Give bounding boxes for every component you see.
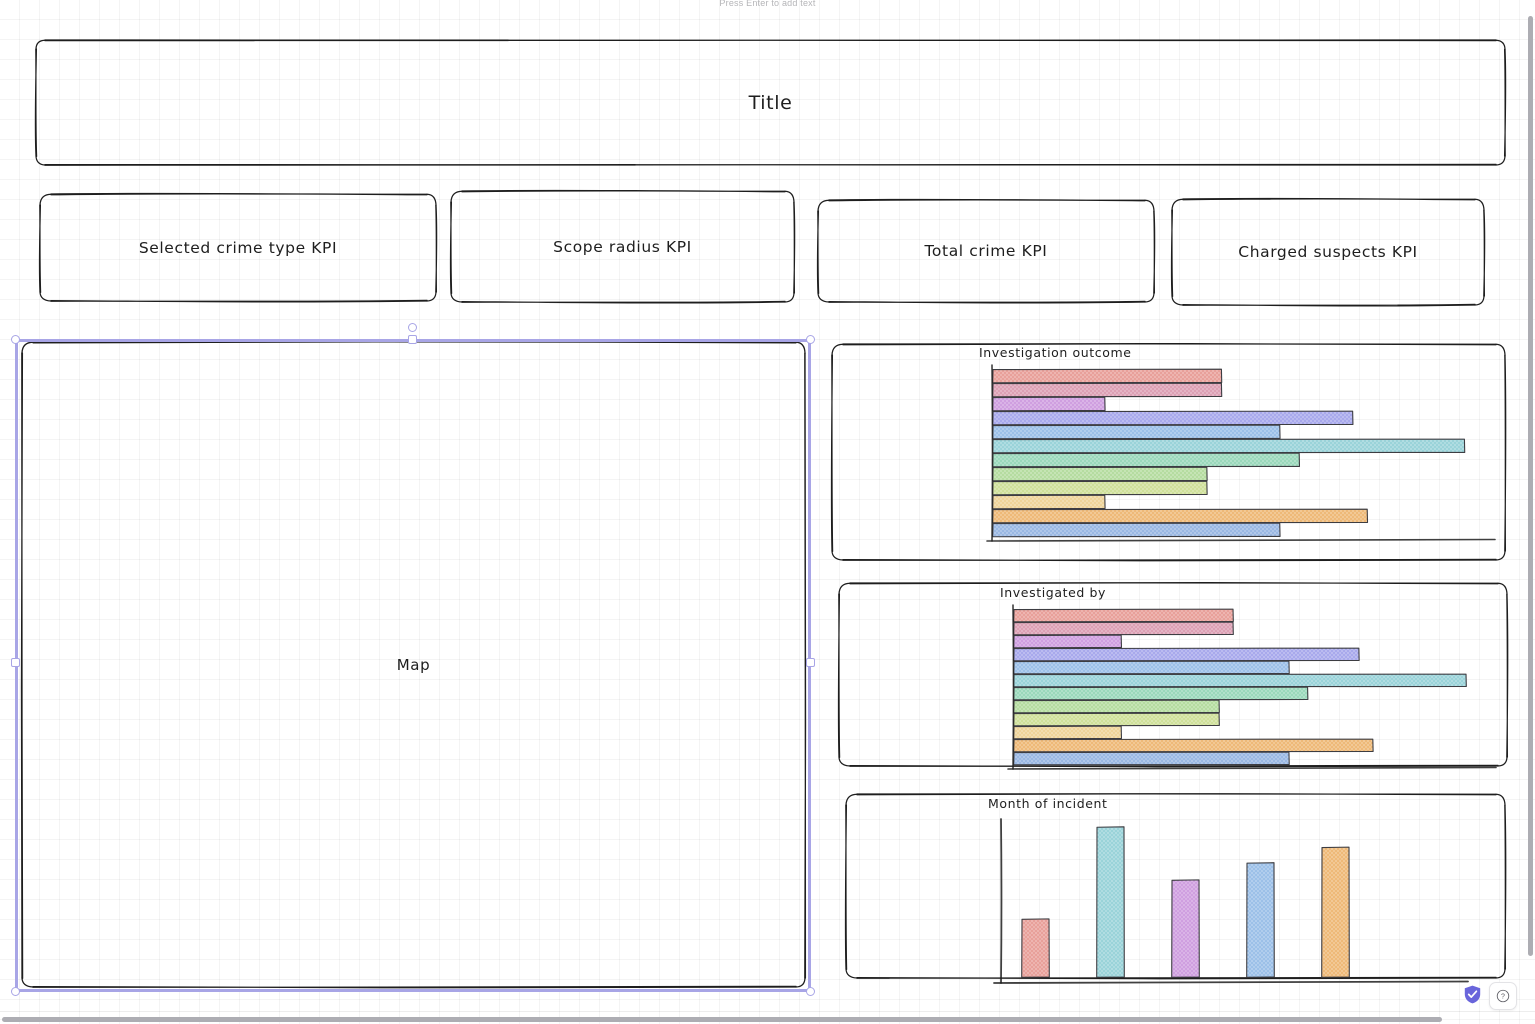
kpi-card-scope-radius[interactable]: Scope radius KPI xyxy=(448,188,797,305)
kpi-card-outline xyxy=(38,192,438,303)
chart-panel-outline xyxy=(830,342,1507,562)
title-panel[interactable]: Title xyxy=(33,37,1508,168)
chart-panel-investigation-outcome[interactable]: Investigation outcome xyxy=(829,341,1508,563)
kpi-card-outline xyxy=(449,189,796,304)
kpi-card-outline xyxy=(1170,197,1486,307)
chart-title: Investigated by xyxy=(1000,585,1107,600)
selection-edge-left xyxy=(15,339,18,992)
shield-icon-glyph xyxy=(1464,985,1481,1004)
kpi-card-total-crime[interactable]: Total crime KPI xyxy=(815,197,1157,305)
chart-panel-outline xyxy=(844,792,1507,980)
chart-panel-investigated-by[interactable]: Investigated by xyxy=(836,580,1510,770)
chart-panel-month-of-incident[interactable]: Month of incident xyxy=(843,791,1508,984)
map-panel-outline xyxy=(20,340,807,989)
investigated-by-chart[interactable] xyxy=(1000,603,1500,781)
help-circle-icon: ? xyxy=(1496,989,1510,1003)
selection-edge-right xyxy=(808,339,811,992)
chart-panel-outline xyxy=(837,581,1509,768)
vertical-scrollbar[interactable] xyxy=(1528,16,1533,956)
kpi-card-charged-suspects[interactable]: Charged suspects KPI xyxy=(1169,196,1487,308)
map-panel[interactable]: Map xyxy=(19,339,808,990)
kpi-card-selected-crime-type[interactable]: Selected crime type KPI xyxy=(37,191,439,304)
chart-title: Month of incident xyxy=(988,796,1108,811)
help-button[interactable]: ? xyxy=(1489,982,1517,1010)
bottom-divider xyxy=(0,1011,1535,1012)
add-text-hint: Press Enter to add text xyxy=(719,0,816,8)
title-panel-outline xyxy=(34,38,1507,167)
kpi-card-outline xyxy=(816,198,1156,304)
verified-shield-icon[interactable] xyxy=(1464,985,1481,1004)
help-button-label: ? xyxy=(1501,994,1505,1001)
rotate-handle[interactable] xyxy=(408,323,417,332)
horizontal-scrollbar[interactable] xyxy=(2,1017,1442,1022)
month-of-incident-chart[interactable] xyxy=(988,815,1488,993)
investigation-outcome-chart[interactable] xyxy=(979,363,1499,553)
chart-title: Investigation outcome xyxy=(979,345,1132,360)
